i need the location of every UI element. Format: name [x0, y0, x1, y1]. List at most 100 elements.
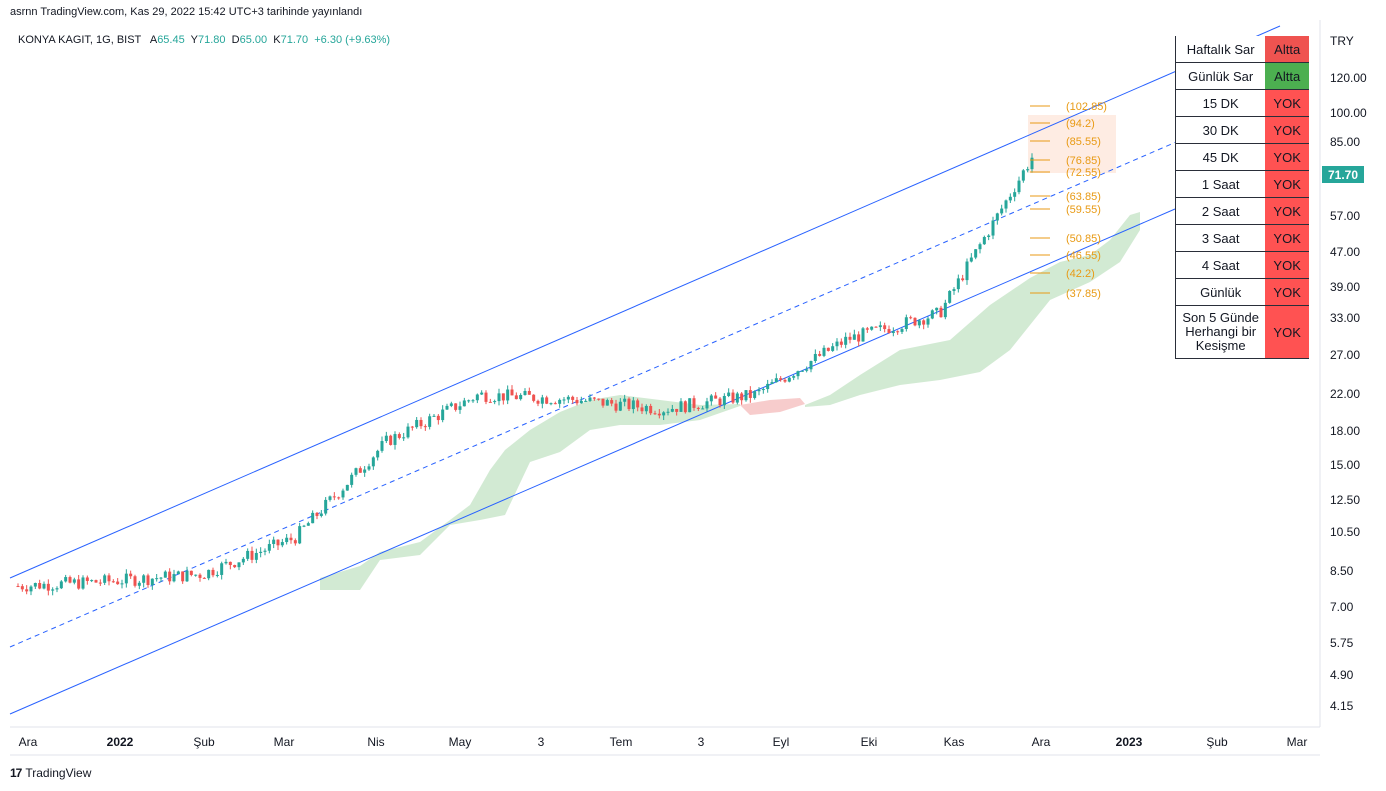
candle-body [623, 398, 627, 402]
time-tick-label: 2022 [107, 735, 134, 749]
status-row-label: 15 DK [1175, 90, 1266, 116]
candle-body [493, 401, 497, 403]
candle-body [38, 583, 42, 589]
candle-body [995, 213, 999, 221]
candle-body [20, 586, 24, 590]
status-row: Günlük Sar Altta [1175, 63, 1309, 90]
candle-body [731, 392, 735, 403]
status-row-label: Haftalık Sar [1175, 36, 1266, 62]
candle-body [285, 537, 289, 543]
candle-body [29, 586, 33, 592]
symbol-legend[interactable]: KONYA KAGIT, 1G, BIST A65.45 Y71.80 D65.… [18, 34, 390, 46]
candle-body [224, 561, 228, 564]
candle-body [1017, 180, 1021, 193]
candle-body [614, 403, 618, 411]
candle-body [306, 523, 310, 526]
change-value: +6.30 (+9.63%) [314, 34, 391, 46]
candle-body [1026, 169, 1030, 171]
candle-body [116, 581, 120, 585]
candle-body [345, 484, 349, 491]
candle-body [445, 405, 449, 410]
price-tick-label: 8.50 [1330, 564, 1354, 578]
candle-body [714, 395, 718, 399]
candle-body [679, 401, 683, 412]
candle-body [545, 397, 549, 404]
price-tick-label: 33.00 [1330, 311, 1360, 325]
candle-body [800, 370, 804, 372]
channel-upper-line[interactable] [9, 25, 1281, 579]
tradingview-logo[interactable]: 17 TradingView [10, 766, 91, 780]
candle-body [870, 326, 874, 330]
candle-body [705, 401, 709, 409]
candle-body [709, 395, 713, 402]
close-value: 71.70 [280, 34, 309, 46]
candle-body [792, 376, 796, 378]
time-tick-label: Eyl [773, 735, 790, 749]
candle-body [337, 497, 341, 499]
fib-label: (59.55) [1066, 204, 1101, 216]
open-label: A [149, 34, 158, 46]
price-tick-label: 12.50 [1330, 493, 1360, 507]
candle-body [527, 390, 531, 395]
candles [16, 153, 1034, 596]
candle-body [1030, 157, 1034, 170]
candle-body [25, 589, 29, 592]
candle-body [857, 334, 861, 342]
candle-body [666, 411, 670, 413]
candle-body [462, 400, 466, 407]
candle-body [644, 405, 648, 412]
candle-body [389, 435, 393, 445]
candle-body [900, 329, 904, 332]
candle-body [562, 399, 566, 401]
candle-body [449, 403, 453, 406]
candle-body [757, 389, 761, 392]
candle-body [324, 499, 328, 514]
candle-body [779, 378, 783, 380]
symbol-name: KONYA KAGIT, 1G, BIST [18, 34, 142, 46]
candle-body [662, 412, 666, 416]
high-value: 71.80 [197, 34, 226, 46]
candle-body [831, 346, 835, 351]
price-tick-label: 39.00 [1330, 280, 1360, 294]
candle-body [68, 577, 72, 583]
candle-body [618, 401, 622, 411]
fib-label: (37.85) [1066, 288, 1101, 300]
status-row: 1 Saat YOK [1175, 171, 1309, 198]
candle-body [220, 563, 224, 575]
time-tick-label: Kas [944, 735, 965, 749]
channel-lower-line[interactable] [9, 208, 1176, 715]
candle-body [367, 466, 371, 470]
last-price-tag: 71.70 [1322, 166, 1364, 183]
candle-body [497, 393, 501, 402]
candle-body [597, 398, 601, 400]
fib-label: (50.85) [1066, 233, 1101, 245]
candle-body [319, 513, 323, 516]
candle-body [748, 390, 752, 398]
candle-body [744, 390, 748, 401]
candle-body [241, 558, 245, 563]
price-tick-label: 57.00 [1330, 209, 1360, 223]
candle-body [55, 588, 59, 590]
price-tick-label: 4.15 [1330, 699, 1354, 713]
candle-body [189, 570, 193, 575]
candle-body [549, 403, 553, 405]
candle-body [350, 474, 354, 485]
candle-body [163, 571, 167, 578]
candle-body [813, 353, 817, 361]
candle-body [1008, 196, 1012, 201]
fib-label: (85.55) [1066, 136, 1101, 148]
price-tick-label: 22.00 [1330, 387, 1360, 401]
price-tick-label: 47.00 [1330, 245, 1360, 259]
candle-body [150, 578, 154, 586]
cloud-red [740, 398, 805, 415]
candle-body [358, 468, 362, 473]
candle-body [653, 413, 657, 415]
candle-body [250, 550, 254, 560]
candle-body [393, 434, 397, 445]
open-value: 65.45 [157, 34, 185, 46]
candle-body [133, 576, 137, 586]
candle-body [956, 278, 960, 290]
candle-body [978, 244, 982, 250]
status-row-value: Altta [1265, 63, 1309, 89]
